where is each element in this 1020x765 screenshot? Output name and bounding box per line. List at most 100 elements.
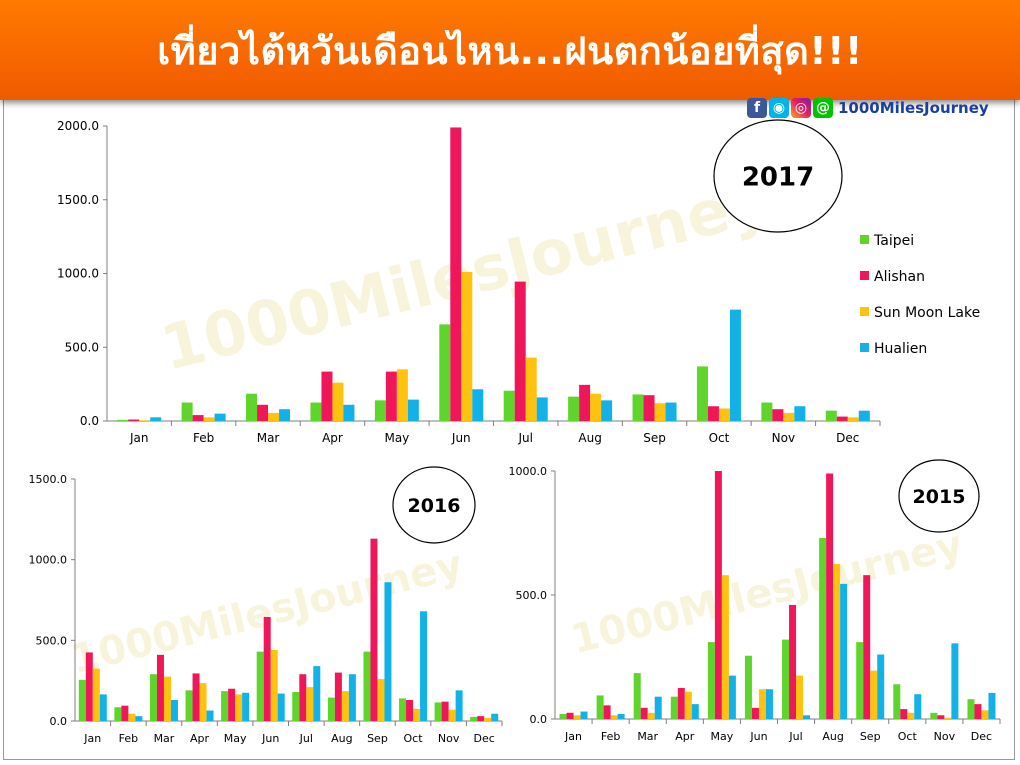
brand-name: 1000MilesJourney xyxy=(838,99,989,117)
x-tick-label: Oct xyxy=(898,730,918,743)
x-tick-label: Aug xyxy=(578,431,601,445)
x-tick-label: Apr xyxy=(322,431,343,445)
y-tick-label: 2000.0 xyxy=(57,119,99,133)
bar-taipei-jul xyxy=(782,639,790,719)
bar-sun-moon-lake-sep xyxy=(654,403,666,421)
bar-taipei-jun xyxy=(439,324,451,421)
x-tick-label: Sep xyxy=(643,431,666,445)
y-tick-label: 1000.0 xyxy=(29,554,68,567)
legend-swatch xyxy=(860,307,869,316)
bar-sun-moon-lake-feb xyxy=(128,713,136,721)
bar-alishan-oct xyxy=(707,406,719,421)
bar-hualien-jan xyxy=(99,694,107,721)
bar-sun-moon-lake-oct xyxy=(907,712,915,719)
bar-taipei-oct xyxy=(399,698,407,721)
instagram-icon: ◎ xyxy=(791,98,811,118)
bar-alishan-apr xyxy=(192,673,200,721)
bar-hualien-oct xyxy=(729,309,741,421)
bar-sun-moon-lake-may xyxy=(396,369,408,421)
chart-2015: 0.0 500.0 1000.0 Jan Feb Mar Apr May Jun Jul Aug Se… xyxy=(509,459,1001,743)
bar-taipei-apr xyxy=(670,696,678,719)
bar-hualien-sep xyxy=(877,654,885,719)
bar-alishan-jul xyxy=(789,604,797,719)
bar-alishan-jun xyxy=(751,707,759,719)
year-badge-label: 2015 xyxy=(913,486,966,508)
x-tick-label: Jan xyxy=(129,431,149,445)
bar-hualien-nov xyxy=(455,690,463,721)
x-tick-label: Apr xyxy=(190,732,210,745)
x-tick-label: Jun xyxy=(451,431,471,445)
x-tick-label: Jul xyxy=(788,730,802,743)
bar-sun-moon-lake-apr xyxy=(684,691,692,719)
bar-hualien-jun xyxy=(472,389,484,421)
y-tick-label: 1000.0 xyxy=(509,465,548,478)
bar-hualien-jan xyxy=(580,711,588,719)
bar-taipei-sep xyxy=(363,651,371,721)
x-tick-label: Sep xyxy=(860,730,881,743)
bar-hualien-jul xyxy=(313,666,321,721)
legend-swatch xyxy=(860,271,869,280)
x-tick-label: Dec xyxy=(836,431,859,445)
bar-sun-moon-lake-jun xyxy=(758,689,766,719)
x-tick-label: Mar xyxy=(257,431,280,445)
bar-alishan-jul xyxy=(514,281,526,421)
bar-hualien-jun xyxy=(765,689,773,719)
bar-alishan-oct xyxy=(406,700,414,721)
x-tick-label: Jun xyxy=(261,732,279,745)
bar-alishan-mar xyxy=(257,404,269,421)
x-tick-label: Feb xyxy=(601,730,620,743)
bar-hualien-jul xyxy=(536,397,548,421)
bar-sun-moon-lake-apr xyxy=(332,382,344,421)
bar-hualien-may xyxy=(407,399,419,421)
bar-alishan-dec xyxy=(974,704,982,719)
x-tick-label: Jul xyxy=(517,431,532,445)
bar-taipei-may xyxy=(707,642,715,719)
bar-alishan-feb xyxy=(121,705,129,721)
bar-hualien-apr xyxy=(206,710,214,721)
bar-taipei-feb xyxy=(596,695,604,719)
year-badge xyxy=(392,466,476,544)
y-tick-label: 0.0 xyxy=(80,414,99,428)
x-tick-label: May xyxy=(711,730,734,743)
bar-hualien-mar xyxy=(279,409,291,421)
bar-hualien-sep xyxy=(665,402,677,421)
bar-hualien-may xyxy=(242,692,250,721)
watermark-text: 1000MilesJourney xyxy=(566,521,967,663)
bar-alishan-feb xyxy=(603,705,611,719)
x-tick-label: Jan xyxy=(564,730,582,743)
y-tick-label: 500.0 xyxy=(65,340,99,354)
bar-sun-moon-lake-jan xyxy=(139,420,151,421)
bar-taipei-feb xyxy=(181,402,193,421)
bar-taipei-aug xyxy=(327,697,335,721)
bar-hualien-mar xyxy=(170,700,178,721)
bar-sun-moon-lake-may xyxy=(235,694,243,721)
bar-alishan-oct xyxy=(900,709,908,719)
bar-alishan-jul xyxy=(299,674,307,721)
bar-taipei-mar xyxy=(246,393,258,421)
legend-label: Sun Moon Lake xyxy=(874,305,980,321)
bar-hualien-aug xyxy=(348,674,356,721)
bar-alishan-jan xyxy=(128,419,140,421)
bar-taipei-aug xyxy=(819,537,827,719)
x-tick-label: Aug xyxy=(822,730,843,743)
facebook-icon: f xyxy=(747,98,767,118)
bar-alishan-may xyxy=(228,688,236,721)
bar-taipei-nov xyxy=(761,402,773,421)
bar-alishan-sep xyxy=(863,575,871,719)
bar-taipei-jan xyxy=(117,419,129,421)
bar-sun-moon-lake-may xyxy=(721,575,729,719)
bar-taipei-oct xyxy=(696,366,708,421)
x-tick-label: Apr xyxy=(675,730,695,743)
x-tick-label: Nov xyxy=(772,431,795,445)
bar-sun-moon-lake-oct xyxy=(718,408,730,421)
x-tick-label: Mar xyxy=(154,732,175,745)
bar-taipei-jul xyxy=(503,390,515,421)
bar-taipei-oct xyxy=(893,684,901,719)
bar-sun-moon-lake-dec xyxy=(847,417,859,421)
year-badge xyxy=(898,459,980,533)
x-tick-label: Nov xyxy=(438,732,460,745)
bar-hualien-aug xyxy=(601,400,613,421)
bar-taipei-may xyxy=(221,691,229,721)
page-title: เที่ยวไต้หวันเดือนไหน...ฝนตกน้อยที่สุด!!… xyxy=(157,28,863,73)
y-tick-label: 1000.0 xyxy=(57,267,99,281)
